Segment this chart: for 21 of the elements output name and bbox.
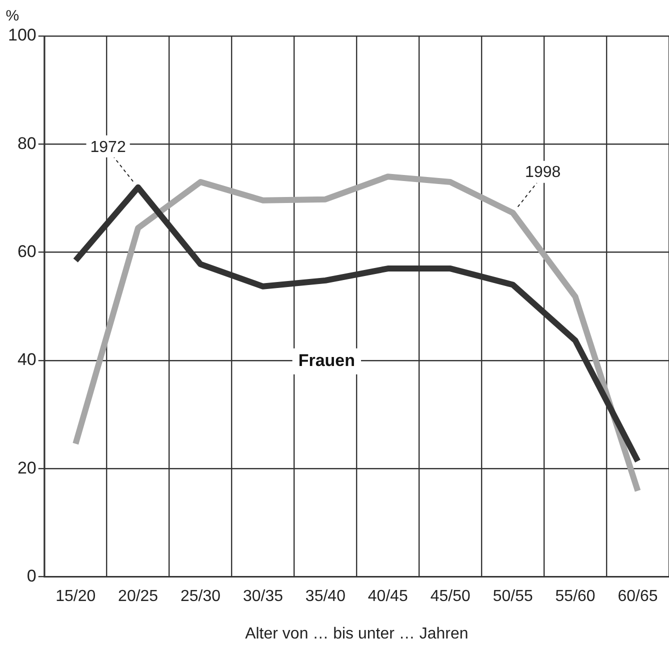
y-tick-label: 20 [17,458,36,478]
x-tick-label: 35/40 [305,588,346,605]
y-tick-label: 60 [17,242,36,262]
annotation: 1998 [525,164,561,182]
x-axis-title: Alter von … bis unter … Jahren [245,625,468,642]
x-tick-label: 40/45 [368,588,408,605]
annotation: Frauen [298,351,356,370]
y-axis-title: % [6,8,20,25]
x-tick-label: 15/20 [56,588,96,605]
y-tick-label: 0 [26,566,36,586]
x-tick-label: 55/60 [555,588,596,605]
y-tick-label: 100 [8,26,36,45]
annotation: 1972 [90,138,126,156]
x-tick-label: 30/35 [242,588,284,605]
x-tick-label: 60/65 [618,588,658,605]
x-tick-label: 50/55 [492,588,533,605]
x-tick-label: 25/30 [180,588,221,605]
y-tick-label: 40 [17,350,36,370]
y-tick-label: 80 [17,134,36,153]
x-tick-label: 45/50 [430,588,470,605]
x-tick-label: 20/25 [118,588,158,605]
